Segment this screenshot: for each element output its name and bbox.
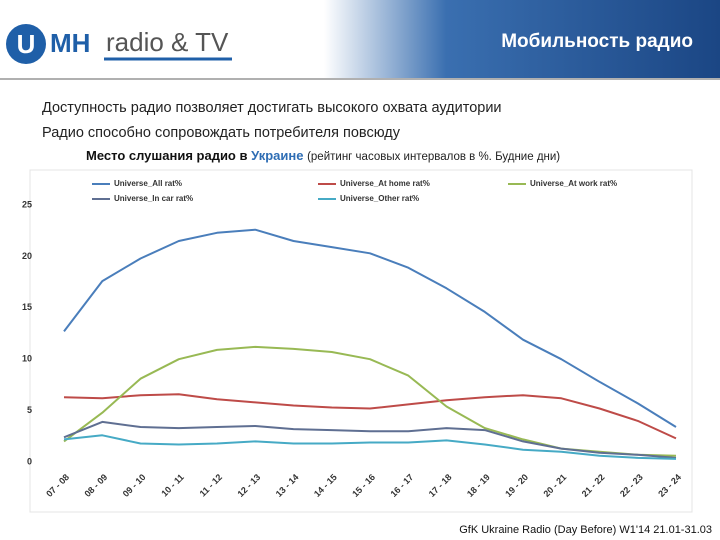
caption-country: Украине — [251, 148, 303, 163]
y-tick-label: 15 — [22, 302, 32, 312]
source-box — [420, 519, 720, 540]
legend-label: Universe_In car rat% — [114, 194, 193, 203]
caption-note: (рейтинг часовых интервалов в %. Будние … — [307, 151, 560, 163]
legend-label: Universe_At work rat% — [530, 179, 617, 188]
chart-caption: Место слушания радио в Украине (рейтинг … — [86, 148, 560, 163]
y-tick-label: 10 — [22, 354, 32, 364]
logo-text: radio & TV — [106, 27, 229, 57]
logo-circle — [6, 24, 46, 64]
slide-title: Мобильность радио — [501, 31, 693, 52]
legend-label: Universe_All rat% — [114, 179, 182, 188]
legend-label: Universe_Other rat% — [340, 194, 419, 203]
chart-area — [29, 169, 693, 513]
bullet: Радио способно сопровождать потребителя … — [42, 125, 401, 141]
bullet: Доступность радио позволяет достигать вы… — [42, 100, 502, 116]
legend-label: Universe_At home rat% — [340, 179, 430, 188]
source: GfK Ukraine Radio (Day Before) W1'14 21.… — [459, 524, 712, 536]
series-line — [63, 434, 677, 460]
series-line — [63, 393, 677, 440]
y-tick-label: 25 — [22, 199, 32, 209]
caption-lead: Место слушания радио в — [86, 148, 247, 163]
y-tick-label: 0 — [27, 456, 32, 466]
series-line — [63, 420, 677, 459]
y-tick-label: 20 — [22, 251, 32, 261]
header-band — [0, 0, 720, 78]
logo-mark: U — [17, 29, 36, 59]
series-line — [63, 228, 677, 428]
logo-letters: MH — [50, 28, 90, 58]
y-tick-label: 5 — [27, 405, 32, 415]
